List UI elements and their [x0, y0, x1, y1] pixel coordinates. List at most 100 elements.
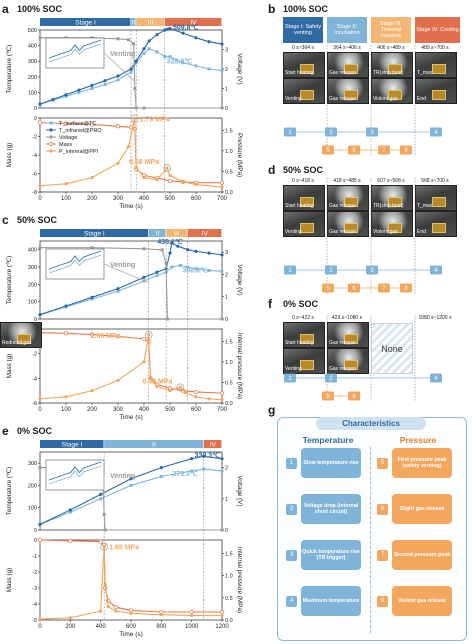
x-tick-label-1: 200	[65, 624, 76, 630]
bottom-series-line-0	[39, 332, 223, 394]
top-point-1-0	[38, 522, 42, 527]
top-point-0-1	[68, 510, 72, 514]
legend-marker-4	[49, 149, 53, 153]
panel-d-photo-top-2: Gas release	[327, 185, 369, 211]
bottom-point-1-3	[116, 378, 120, 382]
panel-d-time-range-4: 568 s~700 s	[421, 178, 449, 184]
x-tick-label-2: 200	[87, 407, 98, 413]
panel-d-photo-bottom-3: Violent gas	[371, 211, 413, 237]
top-point-0-13	[168, 55, 172, 59]
stage-label-1: Stage I	[84, 230, 105, 237]
bottom-point-1-11	[194, 395, 198, 399]
top-point-0-4	[90, 87, 94, 90]
top-series-line-0	[39, 48, 223, 105]
top-point-0-9	[186, 265, 190, 269]
panel-d-photo-top-4-label: T_max	[417, 203, 433, 209]
bottom-point-1-1	[64, 395, 68, 399]
panel-f-orange-step-5	[322, 391, 334, 401]
panel-d-blue-step-2	[325, 265, 337, 275]
bottom-point-1-8	[155, 178, 159, 182]
panel-d-orange-step-5	[322, 283, 334, 293]
x-tick-label-3: 600	[126, 624, 137, 630]
temperature-item-text-1: Slow temperature rise	[301, 448, 361, 478]
top-left-tick-label-2: 200	[28, 75, 37, 81]
legend-label-2: Voltage	[59, 135, 77, 141]
bottom-point-0-4	[141, 336, 147, 341]
bottom-point-0-12	[219, 180, 225, 185]
legend-marker-1	[49, 128, 53, 132]
top-point-0-3	[116, 289, 120, 293]
temperature-item-number-2: 2	[286, 503, 297, 515]
top-point-2-4	[126, 38, 130, 42]
top-point-0-7	[129, 70, 133, 74]
top-point-1-9	[142, 47, 146, 51]
top-point-1-15	[181, 31, 185, 35]
stage-label-3: III	[148, 19, 154, 26]
pressure-item-text-7: Second pressure peak	[392, 540, 452, 570]
panel-f-blue-step-label-2: 2	[329, 376, 333, 382]
pressure-item-number-6: 6	[377, 503, 388, 515]
top-point-1-11	[155, 33, 159, 37]
panel-d-photo-bottom-4: End	[415, 211, 457, 237]
bottom-point-0-11	[219, 391, 225, 396]
x-tick-label-5: 1000	[185, 624, 199, 630]
panel-b-photo-bottom-1-cell	[300, 90, 314, 100]
top-right-tick-label-2: 2	[225, 67, 228, 73]
bottom-right-tick-label-3: 1.5	[225, 339, 233, 345]
x-tick-label-0: 0	[38, 407, 42, 413]
stage-bar-2	[104, 440, 204, 448]
panel-f-blue-step-2	[325, 373, 337, 383]
panel-b-orange-step-7	[378, 145, 390, 155]
panel-f-photo-bottom-1-cell	[300, 360, 314, 370]
x-tick-label-1: 100	[61, 196, 72, 202]
panel-d-photo-bottom-2: Gas release	[327, 211, 369, 237]
panel-b-orange-step-label-6: 6	[352, 148, 356, 154]
stage-label-1: Stage I	[75, 19, 96, 26]
bottom-left-tick-label-4: 0	[34, 116, 37, 122]
top-point-0-5	[155, 274, 159, 278]
panel-d-photo-bottom-2-label: Gas release	[329, 229, 356, 235]
chart-panel-c: Stage I II III IV0 100 200 300 400 500 600 700Time…	[6, 229, 243, 421]
panel-d-time-range-1: 0 s~418 s	[292, 178, 314, 184]
bottom-point-1-8	[159, 613, 163, 617]
bottom-point-1-4	[103, 582, 107, 587]
bottom-right-tick-label-2: 1.0	[225, 149, 233, 155]
legend-label-3: Mass	[59, 142, 72, 148]
panel-d-blue-step-3	[366, 265, 378, 275]
x-tick-label-2: 400	[96, 624, 107, 630]
inset-frame	[45, 459, 105, 491]
top-left-tick-label-0: 0	[34, 528, 37, 534]
panel-d-photo-top-1-label: Start heating	[285, 203, 314, 209]
bottom-point-0-1	[68, 538, 73, 543]
panel-f-photo-top-1-cell	[300, 334, 314, 344]
stage-header-2: Stage II: Incubation	[327, 17, 367, 43]
stage-header-3: Stage III: Thermal runaway	[371, 17, 411, 43]
panel-b-orange-step-6	[348, 145, 360, 155]
top-left-tick-label-1: 100	[28, 506, 37, 512]
panel-d-photo-bottom-1: Venting	[283, 211, 325, 237]
top-plot-frame	[39, 240, 223, 320]
top-left-tick-label-2: 200	[28, 483, 37, 489]
panel-b-blue-step-label-3: 3	[370, 130, 374, 136]
x-tick-label-3: 300	[113, 196, 124, 202]
top-point-0-3	[77, 90, 81, 94]
panel-d-photo-bottom-2-cell	[344, 223, 358, 233]
top-right-tick-label-3: 3	[225, 250, 228, 256]
bottom-point-0-7	[128, 608, 134, 613]
top-right-tick-label-2: 2	[225, 272, 228, 278]
bottom-left-tick-label-3: -2	[32, 135, 37, 141]
top-point-2-4	[164, 261, 168, 265]
panel-label-d: d	[268, 163, 276, 177]
panel-b-photo-bottom-1: Venting	[283, 78, 325, 104]
top-point-1-0	[38, 102, 42, 106]
temperature-item-text-3: Quick temperature rise (TR trigger)	[301, 540, 361, 570]
top-point-1-3	[77, 88, 81, 92]
top-point-1-6	[202, 454, 206, 458]
stage-label-3: IV	[210, 441, 217, 448]
stage-bar-3	[136, 18, 165, 26]
none-label: None	[381, 343, 403, 354]
stage-bar-4	[164, 18, 222, 26]
x-tick-label-5: 500	[165, 196, 176, 202]
pressure-peak-2-marker	[176, 383, 185, 392]
bottom-left-axis-label: Mass (g)	[6, 568, 13, 593]
